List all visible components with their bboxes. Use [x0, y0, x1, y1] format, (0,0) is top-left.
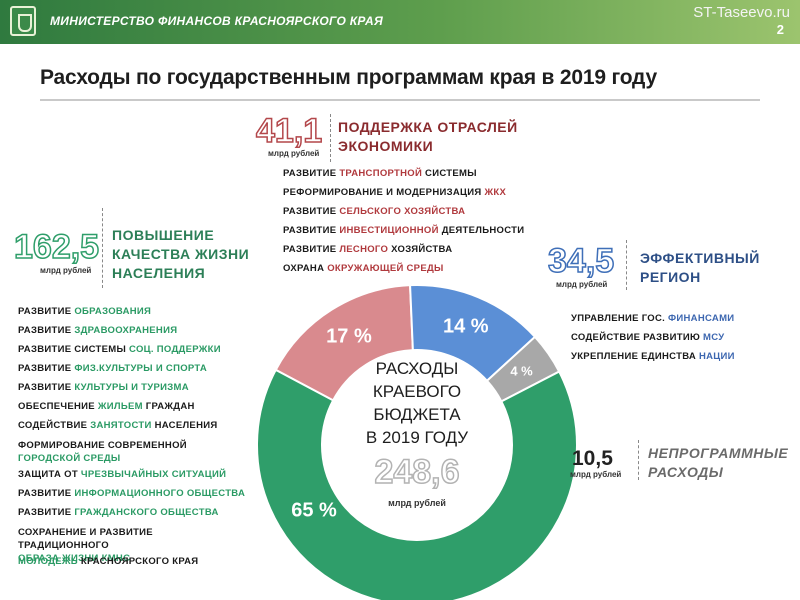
list-item: УКРЕПЛЕНИЕ ЕДИНСТВА НАЦИИ [571, 351, 735, 362]
list-item: РАЗВИТИЕ СЕЛЬСКОГО ХОЗЯЙСТВА [283, 206, 466, 217]
quality-title-line3: НАСЕЛЕНИЯ [112, 265, 206, 281]
quality-unit: млрд рублей [40, 266, 92, 275]
region-title-line2: РЕГИОН [640, 269, 701, 285]
slice-label: 4 % [510, 363, 533, 378]
economy-title-line1: ПОДДЕРЖКА ОТРАСЛЕЙ [338, 119, 518, 135]
region-title-line1: ЭФФЕКТИВНЫЙ [640, 250, 760, 266]
list-item: ОБЕСПЕЧЕНИЕ ЖИЛЬЕМ ГРАЖДАН [18, 401, 195, 412]
page-title: Расходы по государственным программам кр… [40, 66, 657, 89]
list-item: РАЗВИТИЕ КУЛЬТУРЫ И ТУРИЗМА [18, 382, 189, 393]
economy-unit: млрд рублей [268, 149, 320, 158]
total-amount: 248,6 [374, 452, 461, 492]
list-item: ЗАЩИТА ОТ ЧРЕЗВЫЧАЙНЫХ СИТУАЦИЙ [18, 469, 227, 480]
nonprog-title-line2: РАСХОДЫ [648, 464, 724, 480]
krai-emblem-icon [10, 6, 36, 36]
region-divider [626, 240, 627, 290]
title-divider [40, 99, 760, 101]
quality-title-line1: ПОВЫШЕНИЕ [112, 227, 215, 243]
list-item: РАЗВИТИЕ ЛЕСНОГО ХОЗЯЙСТВА [283, 244, 453, 255]
region-title: ЭФФЕКТИВНЫЙ РЕГИОН [640, 249, 760, 287]
list-item: СОДЕЙСТВИЕ РАЗВИТИЮ МСУ [571, 332, 725, 343]
nonprog-amount: 10,5 [572, 447, 613, 470]
economy-program-list: РАЗВИТИЕ ТРАНСПОРТНОЙ СИСТЕМЫ РЕФОРМИРОВ… [283, 167, 524, 281]
region-program-list: УПРАВЛЕНИЕ ГОС. ФИНАНСАМИ СОДЕЙСТВИЕ РАЗ… [571, 313, 735, 370]
total-unit: млрд рублей [388, 498, 446, 508]
list-item: СОХРАНЕНИЕ И РАЗВИТИЕ ТРАДИЦИОННОГО ОБРАЗ… [18, 527, 153, 564]
economy-title-line2: ЭКОНОМИКИ [338, 138, 434, 154]
list-item: РАЗВИТИЕ ОБРАЗОВАНИЯ [18, 306, 152, 317]
list-item: РАЗВИТИЕ ФИЗ.КУЛЬТУРЫ И СПОРТА [18, 363, 208, 374]
center-label-line: БЮДЖЕТА [373, 405, 461, 424]
economy-amount: 41,1 [255, 112, 323, 150]
nonprog-divider [638, 440, 639, 480]
quality-divider [102, 208, 103, 288]
site-watermark: ST-Taseevo.ru [693, 4, 790, 21]
nonprog-title-line1: НЕПРОГРАММНЫЕ [648, 445, 789, 461]
nonprog-unit: млрд рублей [570, 470, 622, 479]
economy-title: ПОДДЕРЖКА ОТРАСЛЕЙ ЭКОНОМИКИ [338, 118, 518, 156]
region-amount: 34,5 [547, 242, 615, 280]
list-item: ОХРАНА ОКРУЖАЮЩЕЙ СРЕДЫ [283, 263, 444, 274]
list-item: РЕФОРМИРОВАНИЕ И МОДЕРНИЗАЦИЯ ЖКХ [283, 187, 507, 198]
region-unit: млрд рублей [556, 280, 608, 289]
header-bar: МИНИСТЕРСТВО ФИНАНСОВ КРАСНОЯРСКОГО КРАЯ… [0, 0, 800, 44]
list-item: РАЗВИТИЕ ИНФОРМАЦИОННОГО ОБЩЕСТВА [18, 488, 246, 499]
list-item: МОЛОДЕЖЬ КРАСНОЯРСКОГО КРАЯ [18, 556, 199, 567]
list-item: РАЗВИТИЕ ЗДРАВООХРАНЕНИЯ [18, 325, 178, 336]
slice-label: 14 % [443, 315, 489, 337]
quality-title: ПОВЫШЕНИЕ КАЧЕСТВА ЖИЗНИ НАСЕЛЕНИЯ [112, 226, 249, 283]
list-item: СОДЕЙСТВИЕ ЗАНЯТОСТИ НАСЕЛЕНИЯ [18, 420, 218, 431]
list-item: РАЗВИТИЕ ИНВЕСТИЦИОННОЙ ДЕЯТЕЛЬНОСТИ [283, 225, 525, 236]
list-item: ФОРМИРОВАНИЕ СОВРЕМЕННОЙ ГОРОДСКОЙ СРЕДЫ [18, 440, 187, 464]
center-label-line: РАСХОДЫ [376, 359, 459, 378]
center-label-line: КРАЕВОГО [373, 382, 461, 401]
donut-slice [256, 368, 578, 600]
slice-label: 65 % [291, 499, 337, 521]
quality-amount: 162,5 [13, 228, 100, 266]
center-label-line: В 2019 ГОДУ [366, 428, 468, 447]
slide-number: 2 [776, 22, 784, 37]
economy-divider [330, 114, 331, 162]
list-item: РАЗВИТИЕ ГРАЖДАНСКОГО ОБЩЕСТВА [18, 507, 219, 518]
list-item: УПРАВЛЕНИЕ ГОС. ФИНАНСАМИ [571, 313, 735, 324]
list-item: РАЗВИТИЕ ТРАНСПОРТНОЙ СИСТЕМЫ [283, 168, 477, 179]
ministry-name: МИНИСТЕРСТВО ФИНАНСОВ КРАСНОЯРСКОГО КРАЯ [50, 14, 383, 28]
list-item: РАЗВИТИЕ СИСТЕМЫ СОЦ. ПОДДЕРЖКИ [18, 344, 221, 355]
nonprog-title: НЕПРОГРАММНЫЕ РАСХОДЫ [648, 444, 788, 482]
quality-program-list: РАЗВИТИЕ ОБРАЗОВАНИЯ РАЗВИТИЕ ЗДРАВООХРА… [18, 306, 245, 575]
slice-label: 17 % [326, 325, 372, 347]
quality-title-line2: КАЧЕСТВА ЖИЗНИ [112, 246, 250, 262]
